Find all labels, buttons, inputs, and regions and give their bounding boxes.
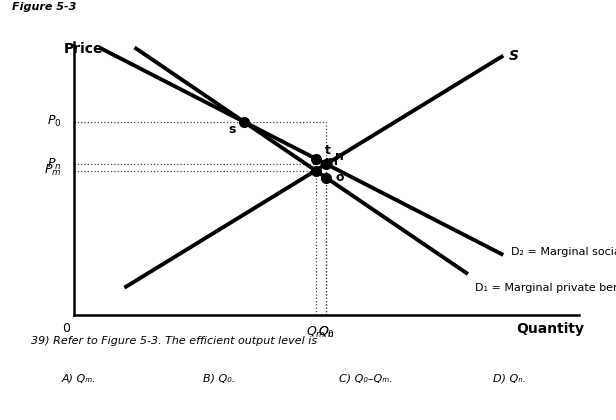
Text: 39) Refer to Figure 5‑3. The efficient output level is: 39) Refer to Figure 5‑3. The efficient o… (31, 336, 317, 346)
Text: C) Q₀–Qₘ.: C) Q₀–Qₘ. (339, 374, 392, 384)
Text: o: o (335, 171, 344, 184)
Text: $Q_m$: $Q_m$ (306, 325, 325, 340)
Text: $P_n$: $P_n$ (47, 157, 62, 172)
Text: t: t (325, 144, 331, 157)
Text: 0: 0 (62, 322, 70, 335)
Text: $P_m$: $P_m$ (44, 163, 62, 178)
Text: $Q_0$: $Q_0$ (318, 325, 334, 340)
Text: D) Qₙ.: D) Qₙ. (493, 374, 526, 384)
Text: D₁ = Marginal private benefit: D₁ = Marginal private benefit (476, 283, 616, 293)
Text: m: m (325, 155, 338, 168)
Text: D₂ = Marginal social benefit: D₂ = Marginal social benefit (511, 247, 616, 257)
Text: s: s (229, 123, 236, 136)
Text: Price: Price (64, 42, 103, 56)
Text: $Q_n$: $Q_n$ (318, 325, 334, 340)
Text: Figure 5-3: Figure 5-3 (12, 2, 77, 12)
Text: n: n (335, 150, 344, 163)
Text: $P_0$: $P_0$ (47, 114, 62, 129)
Text: B) Q₀.: B) Q₀. (203, 374, 235, 384)
Text: S: S (508, 49, 518, 63)
Text: A) Qₘ.: A) Qₘ. (62, 374, 96, 384)
Text: Quantity: Quantity (516, 322, 584, 336)
